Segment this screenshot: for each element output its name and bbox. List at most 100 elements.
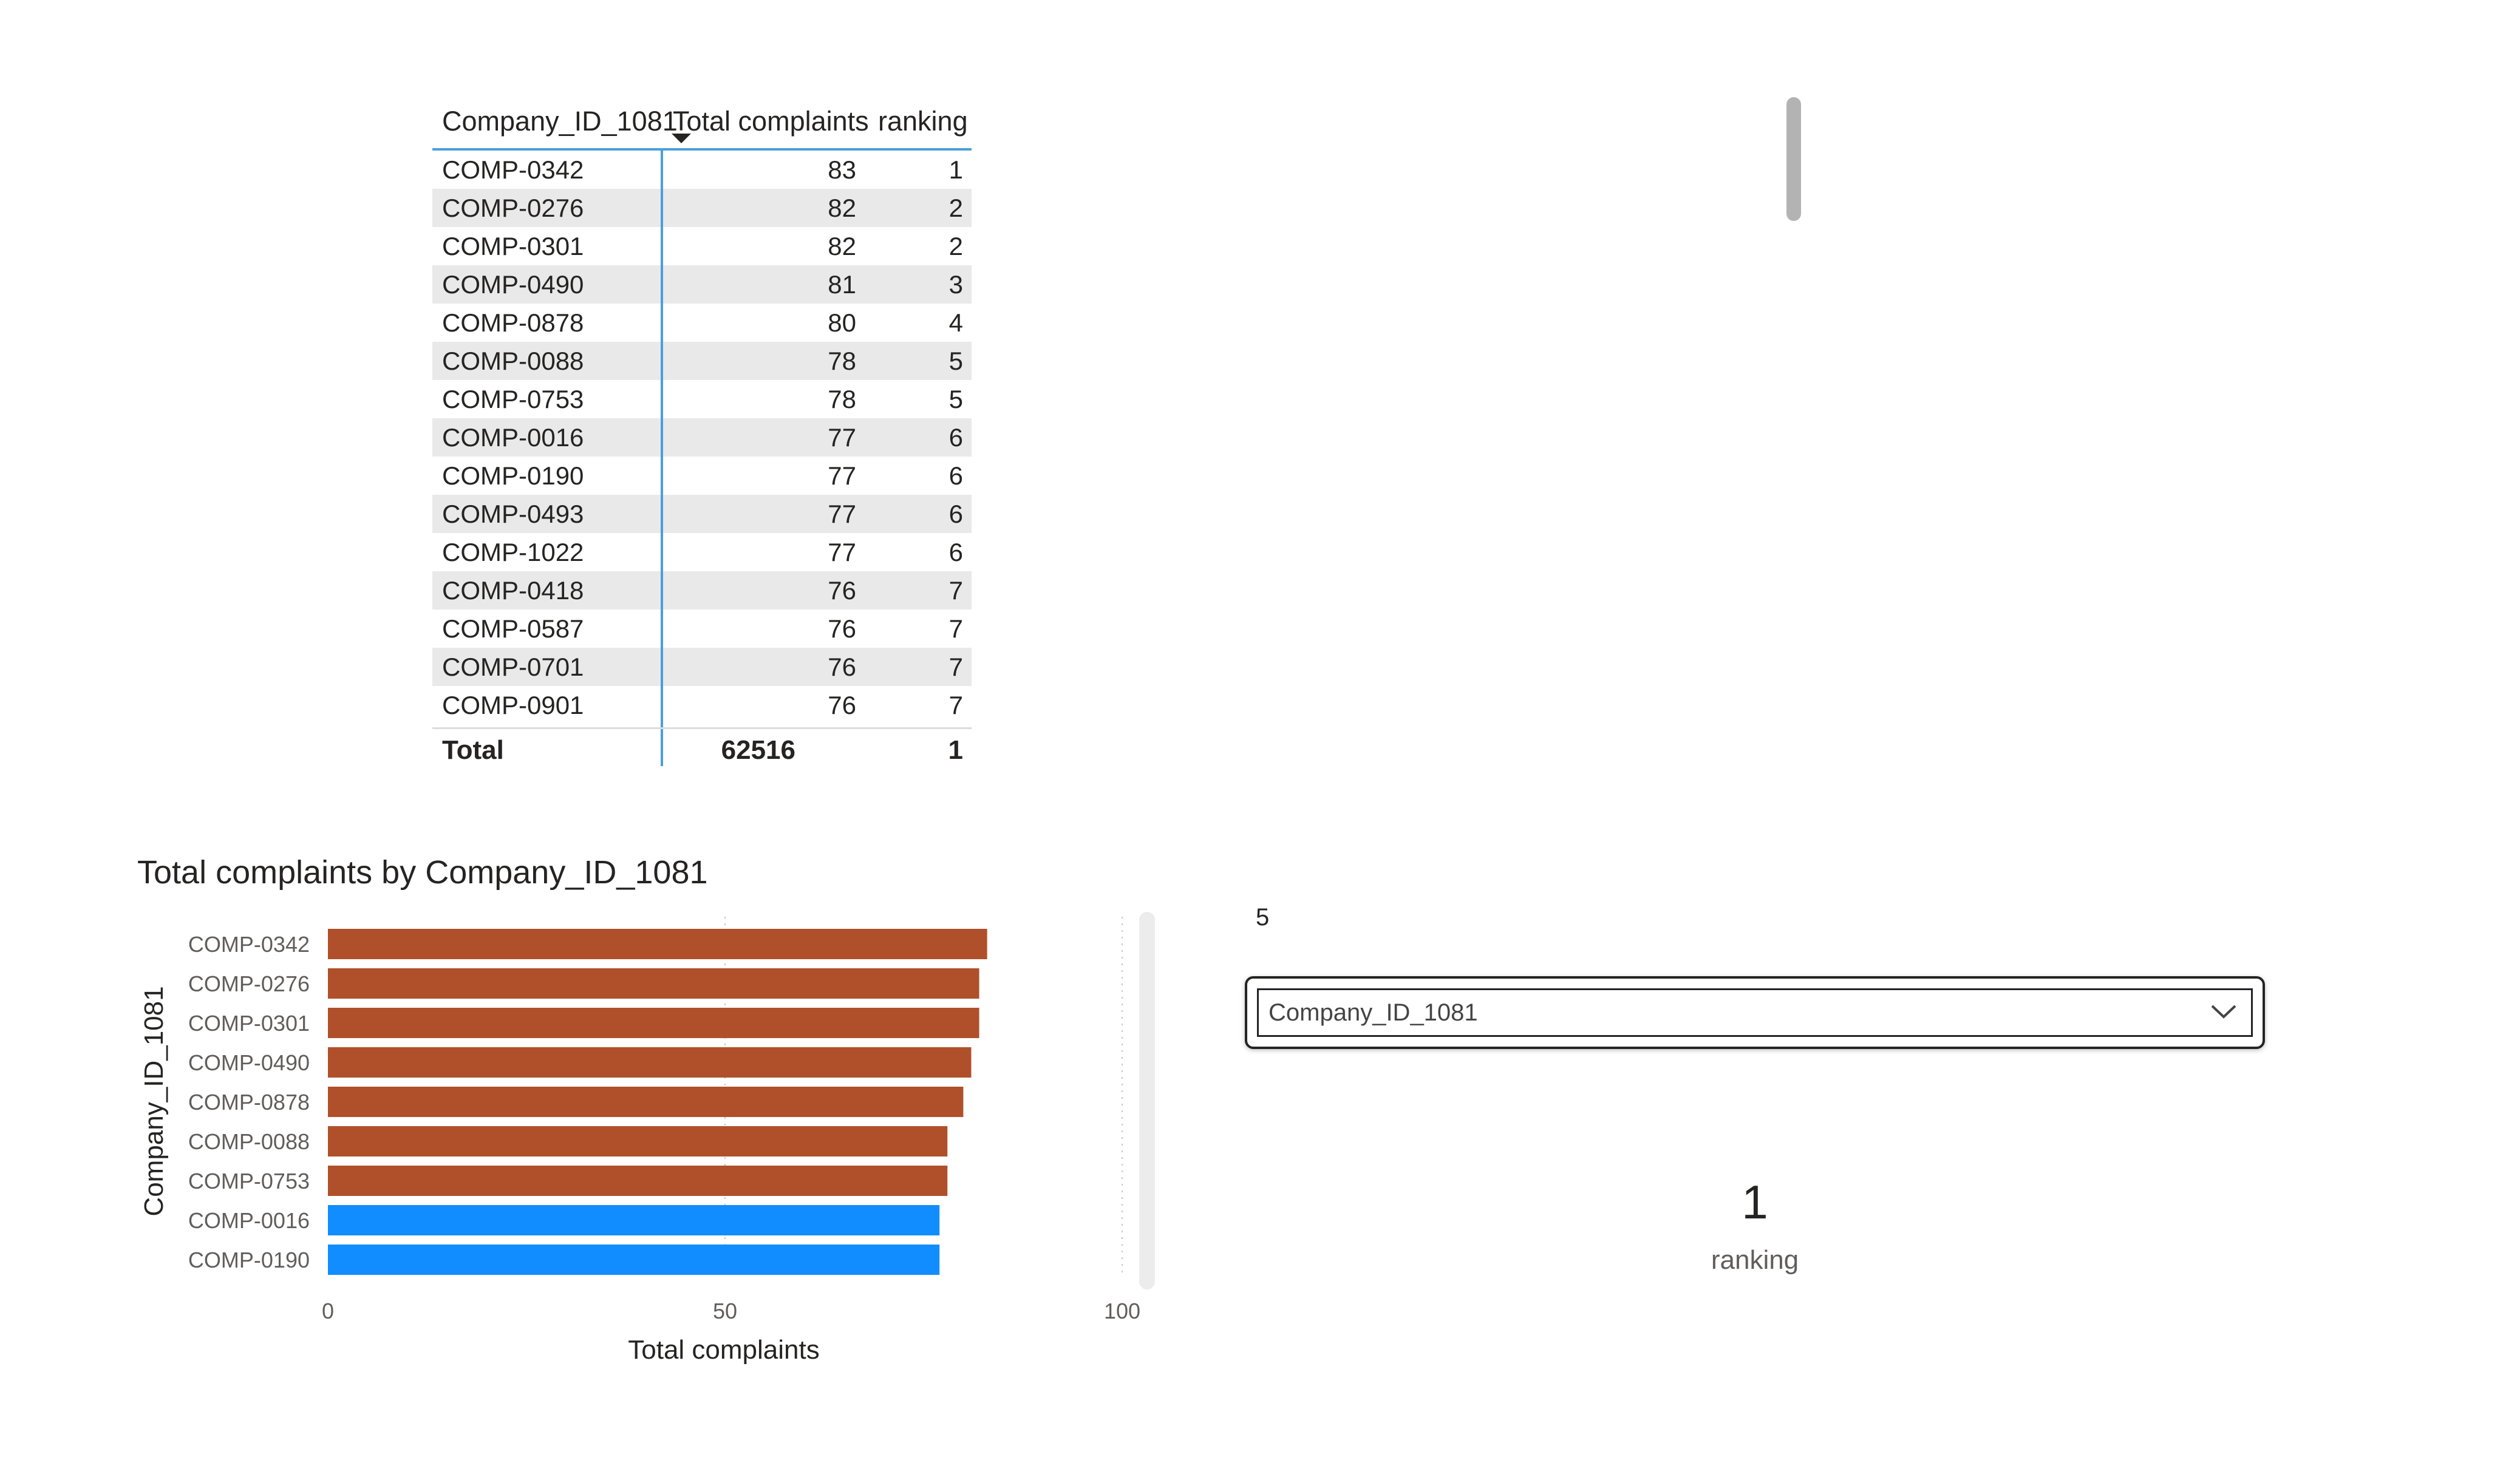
y-axis-title: Company_ID_1081	[139, 986, 169, 1216]
total-complaints-cell: 81	[828, 270, 856, 299]
table-row[interactable]: COMP-0490 81 3	[432, 265, 972, 304]
column-header-ranking[interactable]: ranking	[878, 106, 968, 137]
bar-comp-0878[interactable]	[328, 1087, 964, 1117]
x-tick-label: 100	[1104, 1299, 1140, 1323]
total-complaints-cell: 77	[828, 423, 856, 452]
company-id-cell: COMP-0190	[442, 461, 584, 490]
bar-comp-0088[interactable]	[328, 1126, 948, 1156]
company-id-cell: COMP-0418	[442, 576, 584, 605]
company-id-cell: COMP-0753	[442, 385, 584, 413]
chart-category-labels: COMP-0342 COMP-0276 COMP-0301 COMP-0490 COMP…	[188, 932, 310, 1272]
company-id-cell: COMP-0490	[442, 270, 584, 299]
chart-title: Total complaints by Company_ID_1081	[137, 854, 708, 891]
category-label: COMP-0016	[188, 1208, 310, 1233]
total-complaints-cell: 78	[828, 385, 856, 413]
total-complaints-value: 62516	[721, 735, 795, 765]
ranking-cell: 7	[948, 576, 963, 605]
table-row[interactable]: COMP-0016 77 6	[432, 418, 972, 457]
x-axis-title: Total complaints	[628, 1335, 819, 1365]
table-row[interactable]: COMP-0190 77 6	[432, 457, 972, 495]
bar-chart: COMP-0342 COMP-0276 COMP-0301 COMP-0490 COMP…	[139, 917, 1140, 1365]
chart-scrollbar[interactable]	[1139, 912, 1155, 1289]
category-label: COMP-0190	[188, 1248, 310, 1272]
ranking-cell: 1	[948, 155, 963, 184]
bar-comp-0190[interactable]	[328, 1245, 940, 1275]
bar-comp-0753[interactable]	[328, 1166, 948, 1196]
total-complaints-cell: 78	[828, 347, 856, 375]
bar-comp-0342[interactable]	[328, 929, 987, 959]
ranking-cell: 6	[948, 500, 963, 528]
total-complaints-cell: 76	[828, 691, 856, 719]
category-label: COMP-0878	[188, 1090, 310, 1115]
total-complaints-cell: 82	[828, 194, 856, 222]
slicer-field[interactable]: Company_ID_1081	[1257, 988, 2253, 1037]
ranking-cell: 6	[948, 538, 963, 566]
column-header-total-complaints[interactable]: Total complaints	[673, 106, 869, 137]
company-id-cell: COMP-0878	[442, 308, 584, 337]
total-ranking-value: 1	[948, 735, 963, 765]
x-tick-label: 0	[322, 1299, 334, 1323]
column-divider[interactable]	[661, 151, 663, 766]
table-row[interactable]: COMP-0276 82 2	[432, 189, 972, 227]
total-complaints-cell: 76	[828, 614, 856, 643]
header-divider	[432, 148, 972, 151]
ranking-cell: 6	[948, 423, 963, 452]
ranking-cell: 6	[948, 461, 963, 490]
total-complaints-cell: 82	[828, 232, 856, 260]
total-complaints-cell: 76	[828, 653, 856, 681]
ranking-cell: 3	[948, 270, 963, 299]
chevron-down-icon[interactable]	[2208, 996, 2239, 1027]
chart-x-ticks: 0 50 100	[322, 1299, 1140, 1323]
company-id-cell: COMP-0016	[442, 423, 584, 452]
company-id-cell: COMP-0301	[442, 232, 584, 260]
company-id-cell: COMP-0342	[442, 155, 584, 184]
table-row[interactable]: COMP-0701 76 7	[432, 648, 972, 686]
category-label: COMP-0342	[188, 932, 310, 957]
ranking-card-value: 1	[1742, 1175, 1768, 1229]
table-row[interactable]: COMP-0753 78 5	[432, 380, 972, 418]
table-row[interactable]: COMP-0301 82 2	[432, 227, 972, 265]
slicer-selected-value: 5	[1256, 904, 1270, 931]
ranking-cell: 4	[948, 308, 963, 337]
company-id-slicer-dropdown[interactable]: Company_ID_1081	[1245, 976, 2265, 1049]
category-label: COMP-0490	[188, 1050, 310, 1075]
sort-descending-icon	[672, 134, 691, 143]
column-header-company-id[interactable]: Company_ID_1081	[442, 106, 678, 137]
ranking-cell: 2	[948, 194, 963, 222]
ranking-cell: 7	[948, 653, 963, 681]
category-label: COMP-0753	[188, 1169, 310, 1194]
ranking-cell: 2	[948, 232, 963, 260]
company-id-cell: COMP-0901	[442, 691, 584, 719]
total-divider	[432, 727, 972, 729]
total-complaints-cell: 83	[828, 155, 856, 184]
table-row[interactable]: COMP-0493 77 6	[432, 495, 972, 533]
bar-comp-0490[interactable]	[328, 1047, 972, 1078]
ranking-cell: 5	[948, 385, 963, 413]
category-label: COMP-0276	[188, 971, 310, 996]
ranking-card-label: ranking	[1711, 1245, 1799, 1275]
table-scrollbar-thumb[interactable]	[1786, 97, 1801, 221]
bar-comp-0016[interactable]	[328, 1205, 940, 1235]
bar-comp-0276[interactable]	[328, 968, 979, 999]
ranking-cell: 5	[948, 347, 963, 375]
category-label: COMP-0301	[188, 1011, 310, 1036]
table-row[interactable]: COMP-0878 80 4	[432, 304, 972, 342]
category-label: COMP-0088	[188, 1129, 310, 1154]
total-complaints-cell: 76	[828, 576, 856, 605]
table-row[interactable]: COMP-0901 76 7	[432, 686, 972, 724]
total-complaints-cell: 77	[828, 500, 856, 528]
total-label: Total	[442, 735, 504, 765]
table-row[interactable]: COMP-0587 76 7	[432, 610, 972, 648]
total-complaints-cell: 77	[828, 461, 856, 490]
total-complaints-cell: 77	[828, 538, 856, 566]
table-row[interactable]: COMP-0418 76 7	[432, 571, 972, 610]
bar-comp-0301[interactable]	[328, 1008, 979, 1038]
total-complaints-cell: 80	[828, 308, 856, 337]
ranking-cell: 7	[948, 691, 963, 719]
table-row[interactable]: COMP-0088 78 5	[432, 342, 972, 380]
company-id-cell: COMP-0587	[442, 614, 584, 643]
company-id-cell: COMP-0088	[442, 347, 584, 375]
chart-bars	[328, 929, 987, 1275]
table-row[interactable]: COMP-0342 83 1	[432, 151, 972, 189]
table-row[interactable]: COMP-1022 77 6	[432, 533, 972, 571]
